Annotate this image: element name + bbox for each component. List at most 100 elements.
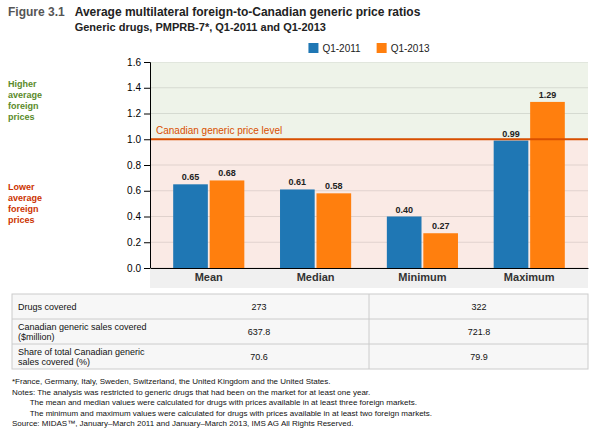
table-value: 70.6 (250, 352, 268, 362)
category-row (150, 268, 588, 288)
chart-container: Figure 3.1 Average multilateral foreign-t… (0, 0, 600, 434)
table-row-divider (12, 344, 588, 345)
legend-item: Q1-2011 (308, 43, 361, 54)
text-line: ($million) (18, 332, 55, 342)
title: Average multilateral foreign-to-Canadian… (75, 5, 421, 19)
y-tick-mark (144, 242, 150, 243)
y-tick-mark (144, 114, 150, 115)
y-tick: 1.6 (127, 57, 150, 68)
x-tick: Maximum (504, 268, 555, 283)
data-label: 0.99 (502, 129, 520, 139)
y-tick: 0.6 (127, 185, 150, 196)
text-line: Canadian generic sales covered (18, 322, 147, 332)
table-value: 721.8 (468, 327, 491, 337)
x-tick-label: Maximum (504, 271, 555, 283)
text-line: Lower (8, 182, 35, 192)
y-tick: 1.2 (127, 108, 150, 119)
grid-line (150, 62, 588, 63)
plot-texts: Canadian generic price level0.650.610.40… (8, 79, 556, 231)
table: Drugs covered273322Canadian generic sale… (12, 294, 588, 369)
y-tick-label: 1.0 (127, 134, 141, 145)
table-column-divider (369, 294, 370, 369)
legend-item: Q1-2013 (377, 43, 430, 54)
chart: Figure 3.1 Average multilateral foreign-t… (0, 0, 600, 434)
y-tick-mark (144, 62, 150, 63)
x-axis-line (151, 268, 589, 269)
y-tick-label: 1.6 (127, 57, 141, 68)
region-band (150, 139, 588, 268)
y-tick-label: 0.8 (127, 160, 141, 171)
data-label: 0.65 (182, 172, 200, 182)
y-tick-label: 1.2 (127, 108, 141, 119)
legend: Q1-2011 Q1-2013 (308, 43, 430, 54)
footnote: *France, Germany, Italy, Sweden, Switzer… (12, 377, 331, 386)
legend-swatch (377, 43, 387, 53)
y-axis: 0.0 0.2 0.4 0.6 0.8 1.0 1.2 1.4 1.6 (127, 57, 150, 274)
x-tick-label: Mean (195, 271, 223, 283)
table-row-label: Canadian generic sales covered($million) (18, 322, 147, 342)
plot-area (150, 62, 588, 268)
x-tick: Median (297, 268, 335, 283)
text-line: foreign (8, 101, 39, 111)
legend-swatch (308, 43, 318, 53)
legend-label: Q1-2013 (391, 43, 430, 54)
bar (494, 141, 529, 268)
data-label: 0.68 (218, 168, 236, 178)
data-label: 0.61 (289, 177, 307, 187)
text-line: Drugs covered (18, 302, 77, 312)
table-frame (12, 294, 588, 369)
table-value: 79.9 (470, 352, 488, 362)
y-tick: 1.4 (127, 82, 150, 93)
bar-series (173, 141, 528, 268)
bar (387, 217, 422, 269)
x-tick-label: Minimum (398, 271, 446, 283)
footnote: Source: MIDAS™, January–March 2011 and J… (12, 419, 353, 428)
region-label: Loweraverageforeignprices (8, 182, 42, 225)
y-tick-label: 0.4 (127, 211, 141, 222)
footnote: The minimum and maximum values were calc… (12, 409, 432, 418)
y-tick-mark (144, 217, 150, 218)
region-label: Higheraverageforeignprices (8, 79, 42, 122)
bar (210, 180, 245, 268)
y-tick: 0.2 (127, 237, 150, 248)
text-line: Higher (8, 79, 37, 89)
y-tick-mark (144, 88, 150, 89)
text-line: prices (8, 215, 35, 225)
y-tick-mark (144, 191, 150, 192)
footnotes: *France, Germany, Italy, Sweden, Switzer… (12, 377, 432, 428)
text-line: average (8, 193, 42, 203)
data-label: 0.58 (325, 181, 343, 191)
data-label: 0.40 (395, 205, 413, 215)
table-row-label: Share of total Canadian genericsales cov… (18, 347, 145, 367)
y-tick: 0.4 (127, 211, 150, 222)
footnote: Notes: The analysis was restricted to ge… (12, 388, 370, 397)
table-value: 637.8 (248, 327, 271, 337)
x-tick-label: Median (297, 271, 335, 283)
y-tick-label: 1.4 (127, 82, 141, 93)
text-line: prices (8, 112, 35, 122)
y-tick-mark (144, 268, 150, 269)
legend-label: Q1-2011 (322, 43, 361, 54)
subtitle: Generic drugs, PMPRB-7*, Q1-2011 and Q1-… (75, 21, 326, 33)
grid-line (150, 87, 588, 88)
x-tick: Minimum (398, 268, 446, 283)
bar (423, 233, 458, 268)
bar (173, 184, 208, 268)
figure-label: Figure 3.1 (8, 5, 65, 19)
table-row-divider (12, 319, 588, 320)
y-tick-label: 0.2 (127, 237, 141, 248)
y-tick: 1.0 (127, 134, 150, 145)
table-value: 322 (471, 302, 486, 312)
text-line: foreign (8, 204, 39, 214)
y-tick-mark (144, 165, 150, 166)
y-axis-line (144, 63, 151, 269)
text-line: Share of total Canadian generic (18, 347, 145, 357)
x-tick: Mean (195, 268, 223, 283)
region-band (150, 62, 588, 139)
bar (316, 193, 351, 268)
grid-line (150, 113, 588, 114)
y-tick: 0.0 (127, 263, 150, 274)
x-axis: Mean Median Minimum Maximum (151, 268, 589, 283)
y-tick-mark (144, 139, 150, 140)
footnote: The mean and median values were calculat… (12, 398, 417, 407)
